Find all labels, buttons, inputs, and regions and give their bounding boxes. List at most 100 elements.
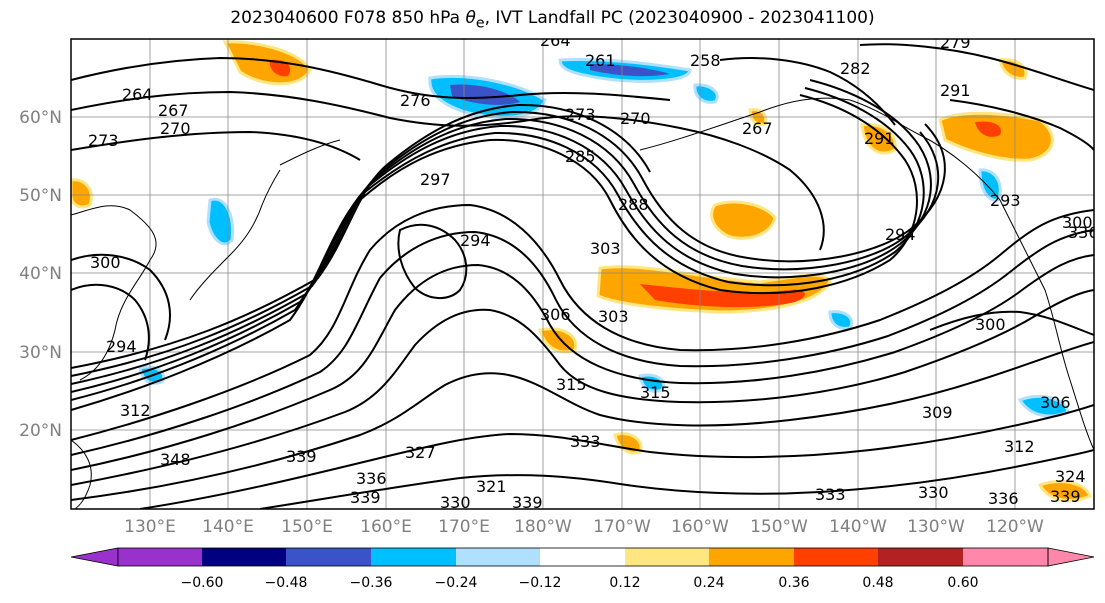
contour-line xyxy=(719,57,896,126)
contour-label: 279 xyxy=(940,33,971,52)
contour-label: 309 xyxy=(922,403,953,422)
contour-label: 333 xyxy=(570,432,601,451)
contour-label: 339 xyxy=(286,447,317,466)
contour-line xyxy=(929,310,1094,336)
colorbar-segment xyxy=(456,548,540,566)
colorbar-tick-label: −0.36 xyxy=(350,575,393,591)
north-america-coastline xyxy=(919,134,1094,451)
colorbar-segment xyxy=(709,548,794,566)
contour-label: 306 xyxy=(540,305,571,324)
contour-label: 306 xyxy=(1040,393,1071,412)
contour-line xyxy=(71,90,825,251)
contour-line xyxy=(71,341,1094,501)
colorbar-tick-label: 0.12 xyxy=(609,575,640,591)
colorbar-tick-label: 0.24 xyxy=(693,575,724,591)
contour-label: 300 xyxy=(1062,213,1093,232)
colorbar-tick-label: −0.24 xyxy=(435,575,478,591)
contour-line xyxy=(71,110,946,377)
contour-line xyxy=(71,289,1094,486)
latitude-label: 40°N xyxy=(19,264,62,284)
colorbar-tick-label: 0.36 xyxy=(778,575,809,591)
contour-line xyxy=(71,254,1094,471)
contour-label: 297 xyxy=(420,170,451,189)
colorbar: −0.60 −0.48 −0.36 −0.24 −0.12 0.12 0.24 … xyxy=(70,547,1095,591)
chart-title: 2023040600 F078 850 hPa θe, IVT Landfall… xyxy=(230,8,875,32)
colorbar-segment xyxy=(963,548,1048,566)
warm-anomaly-patch xyxy=(1037,480,1092,502)
contour-line xyxy=(949,99,1094,151)
contour-label: 327 xyxy=(405,443,436,462)
longitude-label: 140°W xyxy=(829,517,887,537)
contour-line xyxy=(71,253,171,341)
warm-anomaly-core xyxy=(640,284,805,308)
contour-label: 336 xyxy=(988,489,1019,508)
contour-label: 324 xyxy=(1055,467,1086,486)
colorbar-outline xyxy=(117,547,1049,567)
cool-anomaly-patch xyxy=(206,197,235,246)
contour-line xyxy=(71,103,651,369)
longitude-label: 170°W xyxy=(593,517,651,537)
contour-label: 267 xyxy=(742,119,773,138)
warm-anomaly-patch xyxy=(860,122,897,155)
contour-line xyxy=(71,130,361,161)
warm-anomaly-patch xyxy=(998,58,1028,80)
contour-label: 285 xyxy=(565,147,596,166)
japan-coastline xyxy=(189,169,281,301)
contour-label: 333 xyxy=(815,485,846,504)
contour-label: 264 xyxy=(122,85,153,104)
warm-anomaly-patch xyxy=(71,178,93,209)
theta-subscript: e xyxy=(475,15,485,32)
shaded-anomalies xyxy=(71,40,1092,502)
latitude-labels: 60°N 50°N 40°N 30°N 20°N xyxy=(19,108,62,441)
contour-label: 264 xyxy=(540,31,571,50)
colorbar-segment xyxy=(371,548,456,566)
contour-label: 312 xyxy=(1004,437,1035,456)
colorbar-extend-max xyxy=(1047,547,1095,567)
contour-label: 293 xyxy=(990,191,1021,210)
coastlines xyxy=(71,97,1094,509)
latitude-label: 30°N xyxy=(19,343,62,363)
theta-symbol: θ xyxy=(465,8,476,28)
contour-label: 315 xyxy=(640,383,671,402)
contour-label: 270 xyxy=(620,109,651,128)
contour-label: 303 xyxy=(590,239,621,258)
latitude-label: 20°N xyxy=(19,421,62,441)
colorbar-segment xyxy=(118,548,202,566)
contour-label: 339 xyxy=(350,488,381,507)
contour-label: 267 xyxy=(158,101,189,120)
contour-label: 300 xyxy=(975,315,1006,334)
contour-label: 288 xyxy=(618,195,649,214)
colorbar-segment xyxy=(202,548,286,566)
longitude-label: 140°E xyxy=(202,517,254,537)
kuril-coastline xyxy=(279,139,341,166)
alaska-coastline xyxy=(639,97,921,151)
contour-label: 348 xyxy=(160,450,191,469)
latitude-label: 50°N xyxy=(19,186,62,206)
contour-label: 339 xyxy=(512,493,543,512)
contour-label: 282 xyxy=(840,59,871,78)
colorbar-segment xyxy=(878,548,963,566)
contour-label: 273 xyxy=(565,105,596,124)
contour-label: 270 xyxy=(160,119,191,138)
longitude-label: 130°E xyxy=(124,517,176,537)
warm-anomaly-patch xyxy=(938,111,1054,162)
contour-label: 336 xyxy=(1068,223,1099,242)
longitude-label: 150°E xyxy=(281,517,333,537)
colorbar-segment xyxy=(540,548,625,566)
colorbar-segment xyxy=(794,548,878,566)
warm-anomaly-core xyxy=(269,59,291,77)
contour-label: 312 xyxy=(120,401,151,420)
cool-anomaly-core xyxy=(590,64,670,77)
contour-label: 294 xyxy=(885,225,916,244)
contour-line xyxy=(139,404,1094,509)
contour-label: 321 xyxy=(476,477,507,496)
contour-line xyxy=(259,449,1094,509)
contour-line xyxy=(397,223,468,299)
warm-anomaly-core xyxy=(975,121,1001,137)
cool-anomaly-patch xyxy=(978,168,1002,202)
cool-anomaly-patch xyxy=(693,83,719,104)
contour-labels: 264 261 258 279 264 267 270 276 273 270 … xyxy=(88,31,1099,512)
cool-anomaly-patch xyxy=(828,310,854,330)
longitude-label: 170°E xyxy=(438,517,490,537)
